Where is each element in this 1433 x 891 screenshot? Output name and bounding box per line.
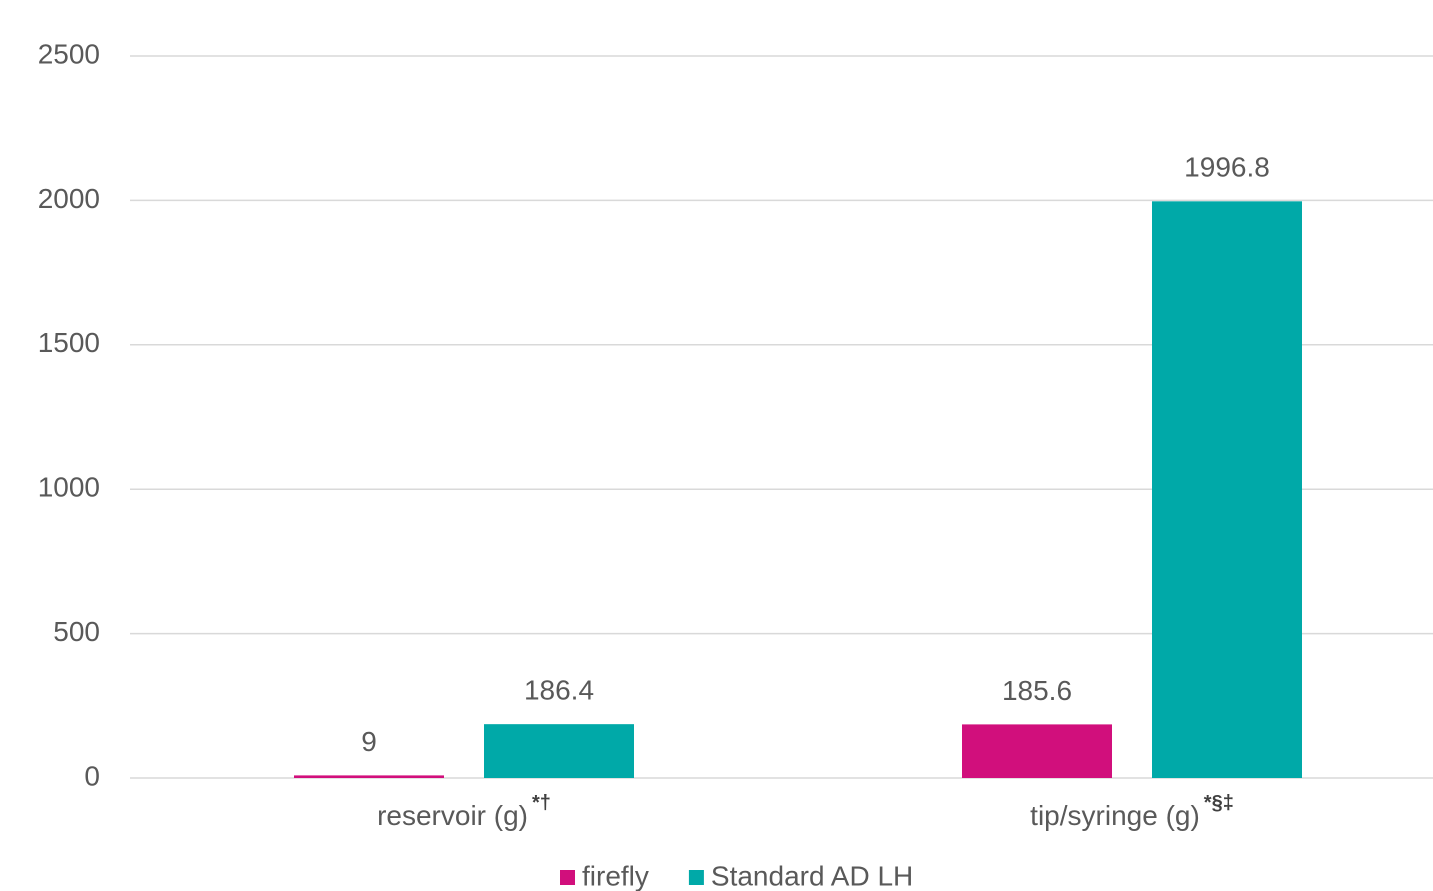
x-tick-label: tip/syringe (g) *§‡ xyxy=(1030,792,1234,831)
data-label: 186.4 xyxy=(524,675,594,706)
y-tick-label: 500 xyxy=(53,616,100,647)
y-tick-label: 1000 xyxy=(38,472,100,503)
category-name: tip/syringe (g) xyxy=(1030,800,1200,831)
bar xyxy=(1152,201,1302,778)
bar xyxy=(484,724,634,778)
legend-swatch xyxy=(560,870,575,885)
category-superscript: *† xyxy=(532,792,551,814)
y-tick-label: 1500 xyxy=(38,327,100,358)
y-tick-label: 0 xyxy=(84,760,100,791)
category-name: reservoir (g) xyxy=(377,800,528,831)
y-tick-label: 2500 xyxy=(38,38,100,69)
data-label: 185.6 xyxy=(1002,675,1072,706)
data-label: 9 xyxy=(361,726,377,757)
legend-swatch xyxy=(688,870,704,885)
bar xyxy=(962,724,1112,778)
bar xyxy=(294,775,444,778)
y-tick-label: 2000 xyxy=(38,183,100,214)
x-tick-label: reservoir (g) *† xyxy=(377,792,551,831)
legend-label: firefly xyxy=(582,860,649,891)
data-label: 1996.8 xyxy=(1184,152,1270,183)
category-superscript: *§‡ xyxy=(1204,792,1234,814)
legend-label: Standard AD LH xyxy=(711,860,913,891)
